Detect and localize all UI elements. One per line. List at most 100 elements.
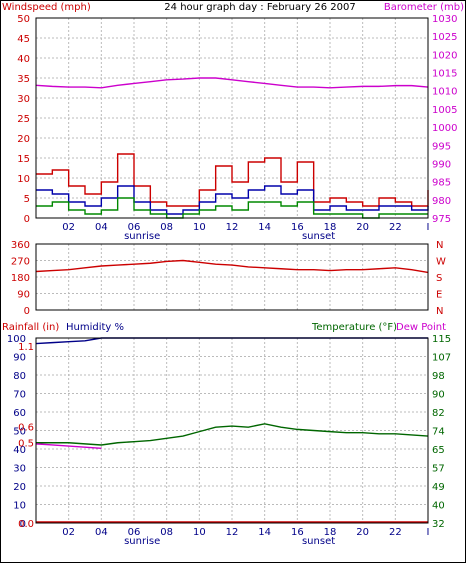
temperature-series bbox=[36, 423, 429, 446]
dew-point-series bbox=[35, 443, 102, 450]
barometer-tick-label: 1005 bbox=[432, 105, 457, 116]
direction-tick-label: 90 bbox=[17, 290, 30, 301]
hour-tick-label: 16 bbox=[291, 527, 304, 538]
temperature-tick-label: 65 bbox=[432, 445, 445, 456]
hour-tick-label: 18 bbox=[324, 222, 337, 233]
windspeed-tick-label: 5 bbox=[24, 194, 30, 205]
hour-tick-label: 12 bbox=[226, 527, 239, 538]
humidity-tick-label: 60 bbox=[13, 408, 26, 419]
temperature-tick-label: 74 bbox=[432, 427, 445, 438]
plot-area bbox=[35, 337, 429, 524]
dew-point-axis-title: Dew Point bbox=[396, 322, 446, 333]
windspeed-tick-label: 0 bbox=[24, 214, 30, 225]
humidity-tick-label: 10 bbox=[13, 501, 26, 512]
temperature-tick-label: 40 bbox=[432, 501, 445, 512]
compass-tick-label: N bbox=[436, 306, 443, 317]
hour-tick-label: 20 bbox=[356, 222, 369, 233]
direction-tick-label: 270 bbox=[11, 257, 30, 268]
windspeed-tick-label: 25 bbox=[17, 114, 30, 125]
hour-tick-label: 02 bbox=[62, 222, 75, 233]
hour-tick-label: 06 bbox=[128, 527, 141, 538]
plot-area bbox=[35, 243, 429, 311]
humidity-tick-label: 70 bbox=[13, 390, 26, 401]
wind-avg-series bbox=[36, 153, 429, 207]
barometer-tick-label: 1000 bbox=[432, 123, 457, 134]
hour-tick-label: 22 bbox=[389, 222, 402, 233]
hour-tick-label: 04 bbox=[95, 527, 108, 538]
sunrise-label: sunrise bbox=[124, 536, 160, 547]
hour-tick-label: I bbox=[427, 222, 430, 233]
rainfall-tick-label: 0.6 bbox=[18, 422, 34, 433]
barometer-tick-label: 975 bbox=[432, 214, 451, 225]
hour-tick-label: 08 bbox=[160, 527, 173, 538]
temperature-tick-label: 32 bbox=[432, 519, 445, 530]
barometer-tick-label: 990 bbox=[432, 159, 451, 170]
rain-humidity-temperature-panel: 0 10 20 30 40 50 60 70 80 90 100 0.0 0.5 0.6 1.1 32 40 49… bbox=[7, 334, 451, 547]
temperature-tick-label: 107 bbox=[432, 353, 451, 364]
rainfall-tick-label: 0.5 bbox=[18, 439, 34, 450]
humidity-axis-title: Humidity % bbox=[66, 322, 124, 333]
windspeed-tick-label: 35 bbox=[17, 74, 30, 85]
hour-tick-label: 10 bbox=[193, 222, 206, 233]
windspeed-axis-title: Windspeed (mph) bbox=[2, 2, 91, 13]
compass-tick-label: W bbox=[436, 257, 446, 268]
hour-tick-label: 20 bbox=[356, 527, 369, 538]
plot-area bbox=[35, 17, 429, 219]
compass-tick-label: S bbox=[436, 273, 442, 284]
humidity-tick-label: 0 bbox=[20, 519, 26, 530]
windspeed-tick-label: 15 bbox=[17, 154, 30, 165]
hour-tick-label: 08 bbox=[160, 222, 173, 233]
barometer-tick-label: 1025 bbox=[432, 32, 457, 43]
humidity-tick-label: 80 bbox=[13, 371, 26, 382]
wind-barometer-panel: 0510152025303540455097598098599099510001… bbox=[17, 14, 457, 242]
compass-tick-label: N bbox=[436, 240, 443, 251]
hour-tick-label: 14 bbox=[258, 222, 271, 233]
windspeed-tick-label: 50 bbox=[17, 14, 30, 25]
windspeed-tick-label: 30 bbox=[17, 94, 30, 105]
barometer-tick-label: 995 bbox=[432, 141, 451, 152]
rainfall-tick-label: 0.0 bbox=[18, 519, 34, 530]
wind-gust-series bbox=[36, 185, 429, 215]
hour-tick-label: 12 bbox=[226, 222, 239, 233]
barometer-tick-label: 1030 bbox=[432, 14, 457, 25]
humidity-tick-label: 100 bbox=[7, 334, 26, 345]
barometer-tick-label: 1015 bbox=[432, 69, 457, 80]
windspeed-tick-label: 20 bbox=[17, 134, 30, 145]
temperature-tick-label: 49 bbox=[432, 482, 445, 493]
direction-tick-label: 180 bbox=[11, 273, 30, 284]
windspeed-tick-label: 10 bbox=[17, 174, 30, 185]
temperature-tick-label: 115 bbox=[432, 334, 451, 345]
hour-tick-label: 14 bbox=[258, 527, 271, 538]
hour-tick-label: 16 bbox=[291, 222, 304, 233]
rainfall-tick-label: 1.1 bbox=[18, 342, 34, 353]
hour-tick-label: 10 bbox=[193, 527, 206, 538]
sunrise-label: sunrise bbox=[124, 231, 160, 242]
sunset-label: sunset bbox=[302, 536, 335, 547]
humidity-tick-label: 50 bbox=[13, 427, 26, 438]
hour-tick-label: 22 bbox=[389, 527, 402, 538]
hour-tick-label: 04 bbox=[95, 222, 108, 233]
humidity-tick-label: 30 bbox=[13, 464, 26, 475]
temperature-tick-label: 57 bbox=[432, 464, 445, 475]
humidity-tick-label: 40 bbox=[13, 445, 26, 456]
humidity-tick-label: 20 bbox=[13, 482, 26, 493]
sunset-label: sunset bbox=[302, 231, 335, 242]
humidity-tick-label: 90 bbox=[13, 353, 26, 364]
temperature-axis-title: Temperature (°F) bbox=[311, 322, 397, 333]
barometer-axis-title: Barometer (mb) bbox=[384, 2, 464, 13]
windspeed-tick-label: 45 bbox=[17, 34, 30, 45]
graph-title: 24 hour graph day : February 26 2007 bbox=[164, 2, 355, 13]
compass-tick-label: E bbox=[436, 290, 442, 301]
direction-tick-label: 0 bbox=[24, 306, 30, 317]
barometer-tick-label: 1020 bbox=[432, 50, 457, 61]
rainfall-axis-title: Rainfall (in) bbox=[2, 322, 59, 333]
windspeed-tick-label: 40 bbox=[17, 54, 30, 65]
barometer-tick-label: 980 bbox=[432, 196, 451, 207]
hour-tick-label: I bbox=[427, 527, 430, 538]
temperature-tick-label: 82 bbox=[432, 408, 445, 419]
hour-tick-label: 06 bbox=[128, 222, 141, 233]
wind-direction-series bbox=[35, 259, 429, 274]
temperature-tick-label: 90 bbox=[432, 390, 445, 401]
